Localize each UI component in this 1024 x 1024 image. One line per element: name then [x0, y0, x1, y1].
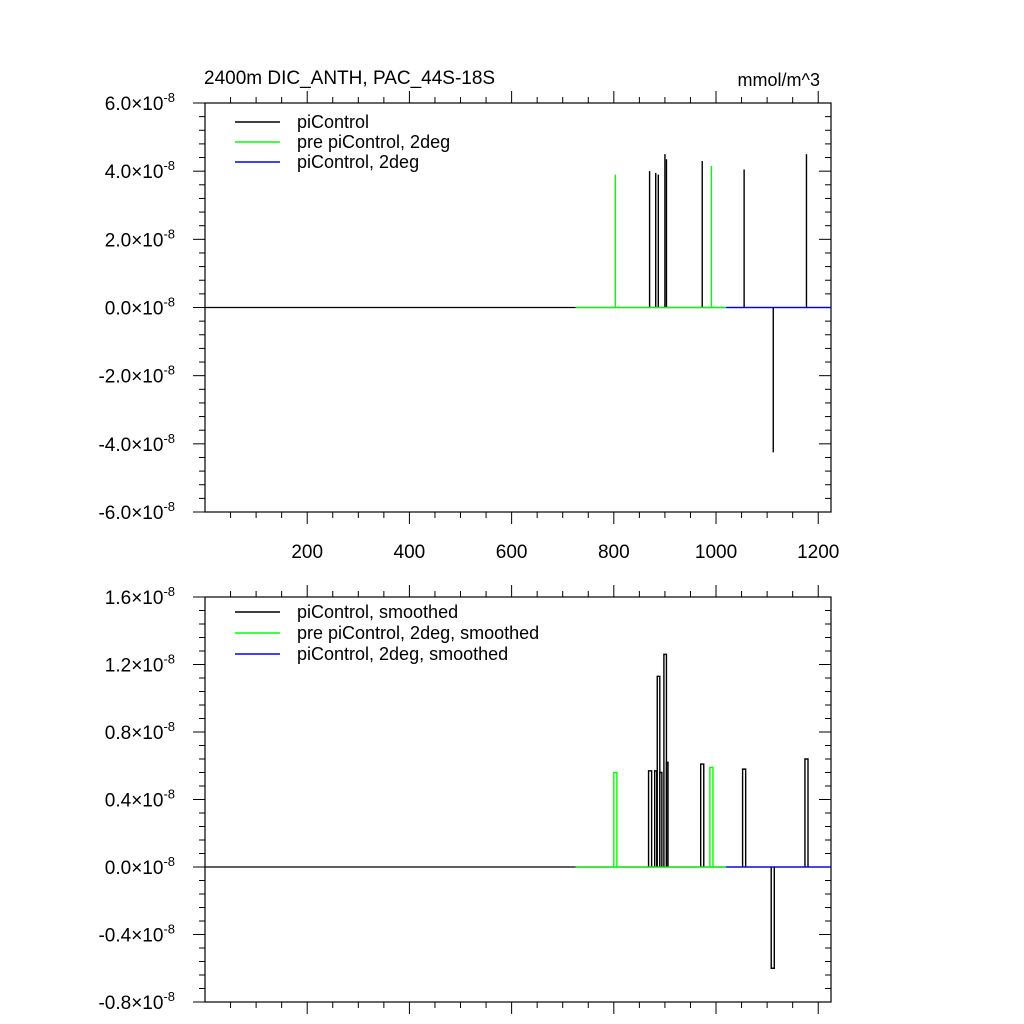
y-tick-label: -0.4×10-8: [98, 922, 175, 947]
y-tick-mantissa: 0.0: [105, 858, 131, 879]
legend-label: piControl: [297, 112, 369, 132]
x-tick-label: 200: [291, 542, 323, 563]
panel-top-units: mmol/m^3: [738, 70, 820, 90]
y-tick-times: ×10: [131, 230, 163, 251]
y-tick-times: ×10: [131, 926, 163, 947]
pulse: [699, 763, 705, 867]
panel-bottom: -0.8×10-8-0.4×10-80.0×10-80.4×10-80.8×10…: [98, 584, 832, 1014]
y-tick-times: ×10: [131, 588, 163, 609]
legend-label: piControl, 2deg, smoothed: [297, 644, 508, 664]
series-0: [205, 154, 831, 453]
x-tick-label: 800: [598, 542, 630, 563]
pulse: [663, 653, 668, 867]
y-tick-times: ×10: [131, 162, 163, 183]
y-tick-exponent: -8: [163, 584, 175, 599]
y-tick-exponent: -8: [163, 989, 175, 1004]
panel-top-ticks: [193, 91, 831, 524]
pulse: [709, 766, 714, 867]
x-tick-label: 400: [394, 542, 426, 563]
y-tick-exponent: -8: [163, 719, 175, 734]
y-tick-label: 4.0×10-8: [105, 158, 175, 183]
panel-top-y-tick-labels: -6.0×10-8-4.0×10-8-2.0×10-80.0×10-82.0×1…: [98, 90, 175, 524]
y-tick-exponent: -8: [163, 226, 175, 241]
panel-top-series: [205, 154, 831, 453]
panel-top-x-tick-labels: 200 400 600 800 1000 1200: [291, 542, 839, 563]
y-tick-mantissa: 6.0: [105, 94, 131, 115]
y-tick-label: -4.0×10-8: [98, 431, 175, 456]
y-tick-mantissa: 1.6: [105, 588, 131, 609]
pulse: [804, 758, 809, 867]
y-tick-label: 6.0×10-8: [105, 90, 175, 115]
y-tick-mantissa: 1.2: [105, 656, 131, 677]
y-tick-mantissa: -4.0: [98, 435, 131, 456]
pulse: [770, 867, 775, 969]
x-tick-label: 1200: [797, 542, 839, 563]
panel-top: 2400m DIC_ANTH, PAC_44S-18S mmol/m^3 -6.…: [98, 68, 839, 563]
y-tick-times: ×10: [131, 858, 163, 879]
y-tick-label: 1.6×10-8: [105, 584, 175, 609]
legend-label: piControl, smoothed: [297, 602, 458, 622]
legend-label: piControl, 2deg: [297, 152, 419, 172]
panel-bottom-series: [205, 653, 831, 969]
y-tick-mantissa: -6.0: [98, 503, 131, 524]
pulse: [665, 761, 669, 867]
pulse: [659, 771, 663, 867]
y-tick-exponent: -8: [163, 787, 175, 802]
y-tick-label: 0.4×10-8: [105, 787, 175, 812]
y-tick-mantissa: 4.0: [105, 162, 131, 183]
y-tick-mantissa: -0.4: [98, 926, 131, 947]
y-tick-exponent: -8: [163, 854, 175, 869]
y-tick-label: 0.0×10-8: [105, 295, 175, 320]
y-tick-exponent: -8: [163, 295, 175, 310]
x-tick-label: 1000: [695, 542, 737, 563]
y-tick-times: ×10: [131, 656, 163, 677]
y-tick-times: ×10: [131, 723, 163, 744]
y-tick-exponent: -8: [163, 922, 175, 937]
y-tick-exponent: -8: [163, 652, 175, 667]
y-tick-exponent: -8: [163, 363, 175, 378]
legend-label: pre piControl, 2deg: [297, 132, 450, 152]
y-tick-label: -2.0×10-8: [98, 363, 175, 388]
y-tick-mantissa: 0.8: [105, 723, 131, 744]
legend-label: pre piControl, 2deg, smoothed: [297, 623, 539, 643]
y-tick-mantissa: 2.0: [105, 230, 131, 251]
y-tick-exponent: -8: [163, 431, 175, 446]
series-0: [205, 653, 831, 969]
y-tick-mantissa: 0.4: [105, 791, 132, 812]
panel-bottom-y-tick-labels: -0.8×10-8-0.4×10-80.0×10-80.4×10-80.8×10…: [98, 584, 175, 1014]
pulse: [741, 768, 747, 867]
y-tick-exponent: -8: [163, 158, 175, 173]
pulse: [613, 771, 618, 867]
y-tick-times: ×10: [131, 94, 163, 115]
y-tick-label: 2.0×10-8: [105, 226, 175, 251]
y-tick-times: ×10: [131, 503, 163, 524]
y-tick-times: ×10: [131, 791, 163, 812]
y-tick-label: -0.8×10-8: [98, 989, 175, 1014]
pulse: [653, 770, 658, 867]
series-1: [575, 166, 727, 309]
pulse: [647, 770, 653, 867]
panel-top-title: 2400m DIC_ANTH, PAC_44S-18S: [204, 68, 495, 89]
y-tick-label: 0.0×10-8: [105, 854, 175, 879]
y-tick-times: ×10: [131, 299, 163, 320]
y-tick-mantissa: -2.0: [98, 367, 131, 388]
panel-bottom-ticks: [193, 585, 831, 1014]
x-tick-label: 600: [496, 542, 528, 563]
y-tick-mantissa: 0.0: [105, 299, 131, 320]
y-tick-times: ×10: [131, 435, 163, 456]
series-1: [575, 766, 727, 868]
y-tick-mantissa: -0.8: [98, 993, 131, 1014]
y-tick-label: 0.8×10-8: [105, 719, 175, 744]
pulse: [656, 675, 661, 867]
y-tick-times: ×10: [131, 993, 163, 1014]
y-tick-label: 1.2×10-8: [105, 652, 175, 677]
y-tick-label: -6.0×10-8: [98, 499, 175, 524]
y-tick-times: ×10: [131, 367, 163, 388]
y-tick-exponent: -8: [163, 499, 175, 514]
y-tick-exponent: -8: [163, 90, 175, 105]
